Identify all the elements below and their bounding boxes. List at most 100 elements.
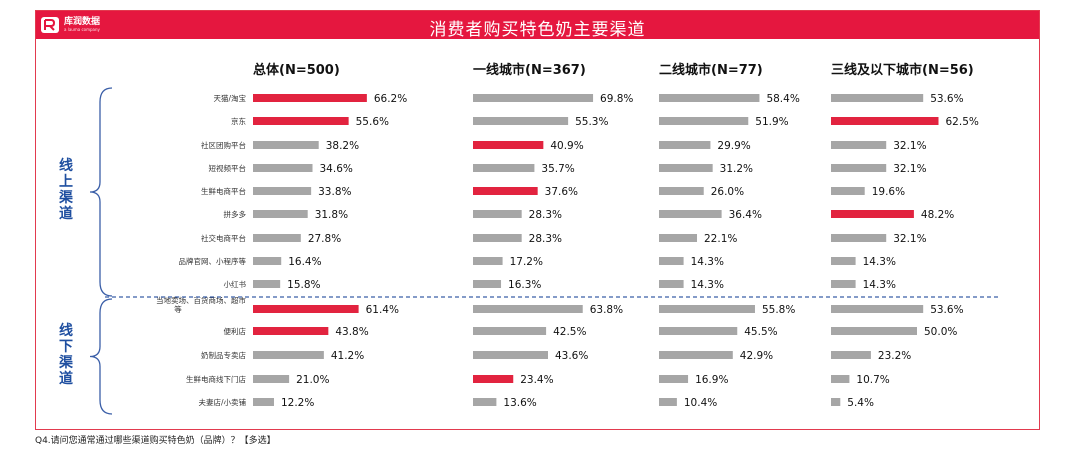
series-header: 一线城市(N=367)	[473, 62, 586, 78]
bar	[473, 257, 503, 265]
value-label: 16.3%	[508, 279, 541, 291]
bar	[831, 94, 924, 102]
category-label: 品牌官网、小程序等	[179, 256, 247, 266]
value-label: 51.9%	[755, 116, 788, 128]
value-label: 41.2%	[331, 350, 364, 362]
bar	[831, 117, 939, 125]
bar	[659, 257, 684, 265]
value-label: 45.5%	[744, 326, 777, 338]
category-label: 奶制品专卖店	[201, 350, 246, 360]
bar	[473, 305, 583, 313]
group-brace	[89, 87, 113, 297]
value-label: 17.2%	[510, 256, 543, 268]
value-label: 42.9%	[740, 350, 773, 362]
value-label: 69.8%	[600, 93, 633, 105]
category-label: 京东	[231, 116, 246, 126]
title-bar: 库润数据 a lauma company 消费者购买特色奶主要渠道	[36, 11, 1039, 40]
bar	[659, 280, 684, 288]
value-label: 28.3%	[529, 209, 562, 221]
category-label: 生鲜电商平台	[201, 186, 246, 196]
value-label: 55.6%	[356, 116, 389, 128]
category-label: 天猫/淘宝	[213, 93, 246, 103]
bar	[473, 375, 514, 383]
bar	[473, 164, 535, 172]
bar	[253, 375, 290, 383]
value-label: 37.6%	[545, 186, 578, 198]
group-label-char: 上	[59, 174, 73, 190]
bar	[831, 141, 887, 149]
logo-text: 库润数据	[64, 17, 101, 27]
category-label: 生鲜电商线下门店	[186, 374, 246, 384]
value-label: 32.1%	[893, 233, 926, 245]
category-label: 小红书	[224, 279, 247, 289]
value-label: 15.8%	[287, 279, 320, 291]
bar	[253, 351, 324, 359]
bar	[659, 187, 704, 195]
bar	[473, 234, 522, 242]
category-label: 便利店	[224, 326, 247, 336]
group-label-offline: 线下渠道	[58, 323, 74, 387]
value-label: 38.2%	[326, 140, 359, 152]
bar	[473, 117, 569, 125]
value-label: 40.9%	[550, 140, 583, 152]
value-label: 19.6%	[872, 186, 905, 198]
category-label-cont: 等	[174, 304, 182, 314]
value-label: 27.8%	[308, 233, 341, 245]
value-label: 35.7%	[541, 163, 574, 175]
value-label: 31.2%	[720, 163, 753, 175]
value-label: 55.3%	[575, 116, 608, 128]
bar	[253, 141, 319, 149]
group-label-online: 线上渠道	[58, 158, 74, 222]
bar	[253, 234, 301, 242]
bar	[253, 305, 359, 313]
bar	[473, 280, 502, 288]
value-label: 61.4%	[366, 304, 399, 316]
value-label: 34.6%	[320, 163, 353, 175]
bar	[831, 351, 871, 359]
series-header: 总体(N=500)	[253, 62, 340, 78]
value-label: 50.0%	[924, 326, 957, 338]
value-label: 28.3%	[529, 233, 562, 245]
value-label: 14.3%	[863, 256, 896, 268]
logo-subtext: a lauma company	[64, 27, 100, 32]
bar	[659, 305, 755, 313]
value-label: 12.2%	[281, 397, 314, 409]
category-label: 拼多多	[224, 209, 247, 219]
bar	[473, 351, 548, 359]
bar	[253, 398, 274, 406]
value-label: 14.3%	[691, 256, 724, 268]
value-label: 48.2%	[921, 209, 954, 221]
value-label: 22.1%	[704, 233, 737, 245]
value-label: 32.1%	[893, 140, 926, 152]
category-label: 社区团购平台	[201, 140, 246, 150]
value-label: 33.8%	[318, 186, 351, 198]
category-label: 短视频平台	[209, 163, 247, 173]
bar	[831, 280, 856, 288]
group-label-char: 道	[59, 370, 73, 387]
category-label: 当地卖场、百货商场、超市	[156, 295, 246, 305]
value-label: 66.2%	[374, 93, 407, 105]
bar	[253, 257, 282, 265]
group-label-char: 渠	[59, 190, 73, 206]
category-label: 夫妻店/小卖铺	[198, 397, 246, 407]
bar	[659, 351, 733, 359]
value-label: 23.4%	[520, 374, 553, 386]
value-label: 62.5%	[946, 116, 979, 128]
value-label: 43.6%	[555, 350, 588, 362]
bar	[831, 187, 865, 195]
brand-logo: 库润数据 a lauma company	[40, 15, 100, 35]
bar	[473, 327, 547, 335]
bar	[253, 187, 312, 195]
group-brace	[89, 298, 113, 415]
value-label: 10.4%	[684, 397, 717, 409]
bar	[659, 327, 738, 335]
value-label: 10.7%	[856, 374, 889, 386]
value-label: 5.4%	[847, 397, 874, 409]
value-label: 55.8%	[762, 304, 795, 316]
bar	[473, 141, 544, 149]
bar	[253, 210, 308, 218]
bar	[659, 375, 689, 383]
value-label: 16.9%	[695, 374, 728, 386]
value-label: 21.0%	[296, 374, 329, 386]
